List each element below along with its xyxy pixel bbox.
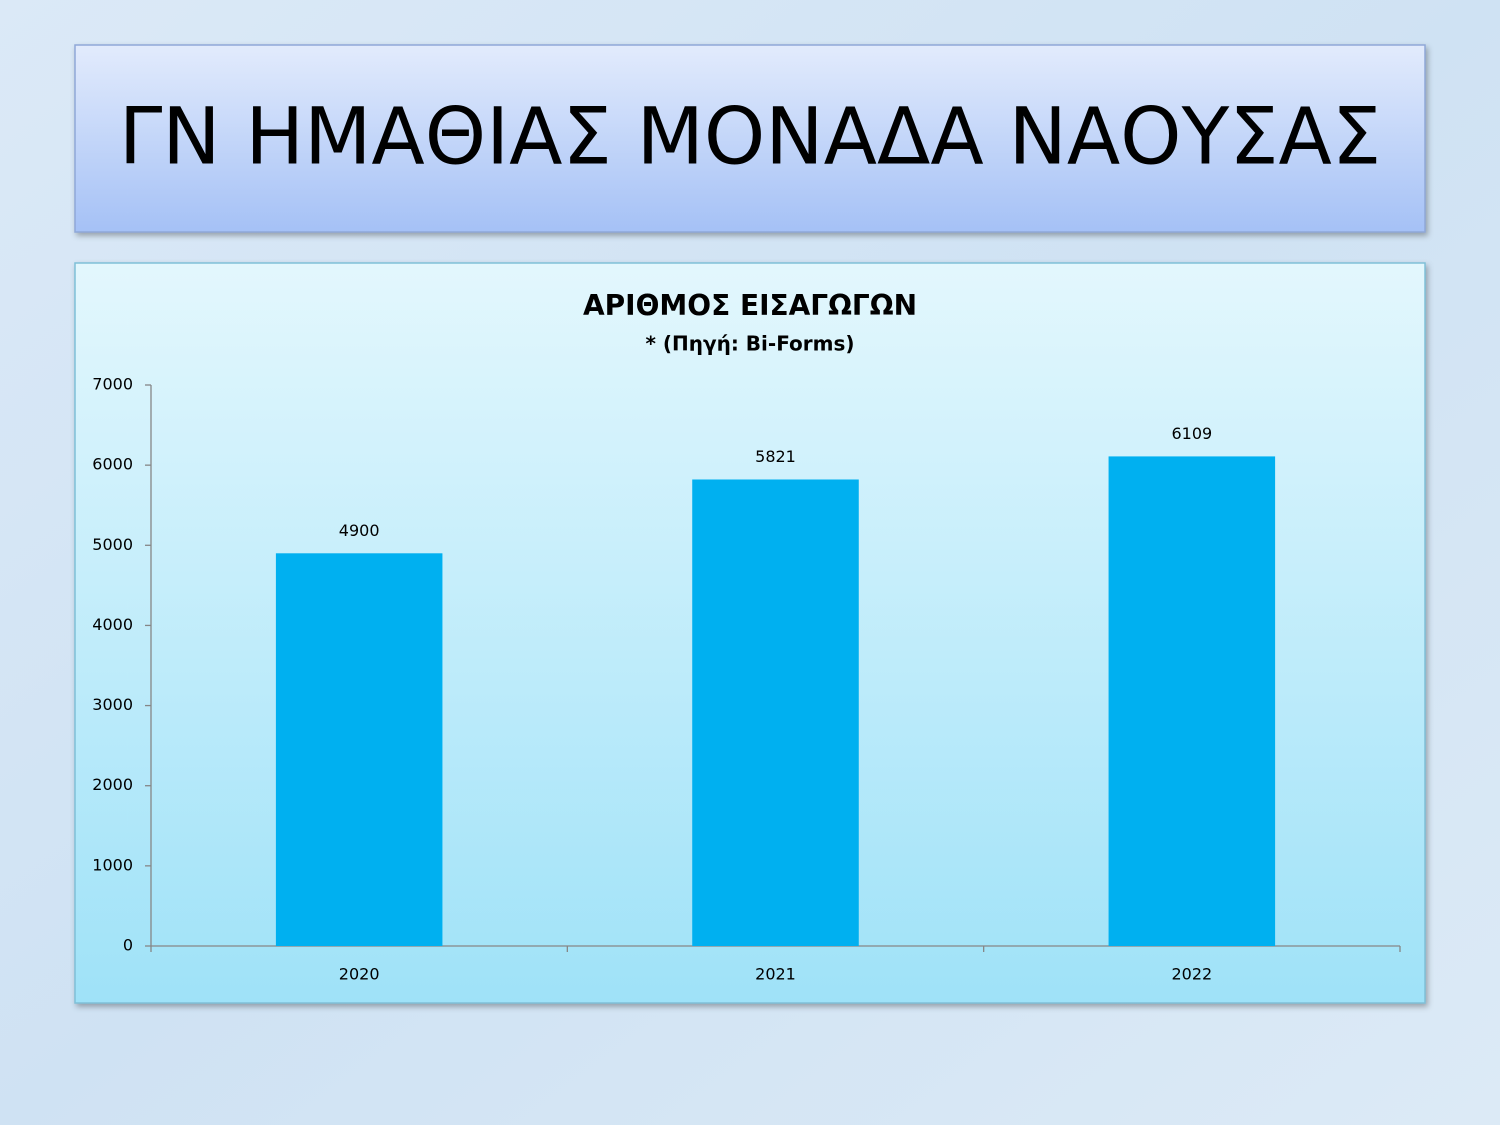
bar — [1108, 456, 1276, 946]
y-tick-label: 6000 — [92, 455, 133, 474]
data-label: 4900 — [339, 521, 380, 540]
y-tick-label: 4000 — [92, 615, 133, 634]
title-box — [74, 44, 1426, 233]
x-tick-label: 2020 — [339, 965, 380, 984]
y-tick-label: 0 — [123, 936, 133, 955]
chart-subtitle: * (Πηγή: Bi-Forms) — [645, 332, 854, 356]
y-tick-label: 3000 — [92, 695, 133, 714]
y-tick-label: 7000 — [92, 375, 133, 394]
slide-title: ΓΝ ΗΜΑΘΙΑΣ ΜΟΝΑΔΑ ΝΑΟΥΣΑΣ — [119, 92, 1381, 182]
y-tick-label: 5000 — [92, 535, 133, 554]
data-label: 6109 — [1171, 424, 1212, 443]
x-tick-label: 2021 — [755, 965, 796, 984]
bar — [275, 553, 443, 946]
data-label: 5821 — [755, 447, 796, 466]
y-tick-label: 2000 — [92, 775, 133, 794]
chart-title: ΑΡΙΘΜΟΣ ΕΙΣΑΓΩΓΩΝ — [583, 289, 917, 322]
bar — [692, 479, 859, 946]
x-tick-label: 2022 — [1171, 965, 1212, 984]
y-tick-label: 1000 — [92, 855, 133, 874]
